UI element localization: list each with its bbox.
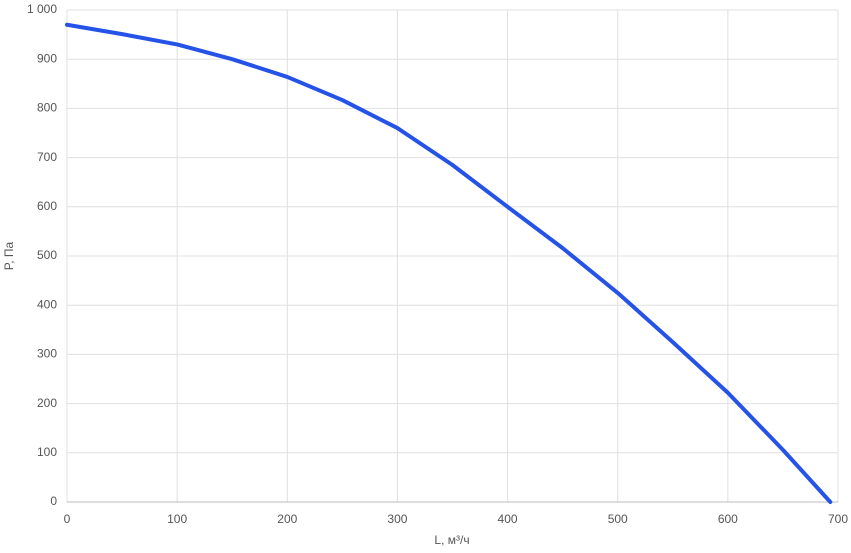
x-tick-label: 400 xyxy=(498,512,518,526)
x-tick-label: 600 xyxy=(718,512,738,526)
y-axis-label: P, Па xyxy=(2,241,16,270)
y-tick-label: 100 xyxy=(37,445,57,459)
y-tick-label: 600 xyxy=(37,199,57,213)
y-tick-label: 700 xyxy=(37,150,57,164)
line-series xyxy=(65,22,833,504)
y-tick-label: 200 xyxy=(37,396,57,410)
x-tick-label: 300 xyxy=(387,512,407,526)
y-tick-label: 1 000 xyxy=(27,2,57,16)
y-tick-label: 0 xyxy=(50,494,57,508)
x-tick-label: 500 xyxy=(608,512,628,526)
y-tick-label: 300 xyxy=(37,347,57,361)
y-tick-label: 500 xyxy=(37,248,57,262)
y-tick-label: 400 xyxy=(37,297,57,311)
x-tick-label: 700 xyxy=(828,512,848,526)
x-tick-label: 0 xyxy=(64,512,71,526)
x-tick-label: 100 xyxy=(167,512,187,526)
y-tick-label: 900 xyxy=(37,51,57,65)
y-tick-label: 800 xyxy=(37,101,57,115)
x-axis-label: L, м³/ч xyxy=(434,533,469,547)
x-tick-label: 200 xyxy=(277,512,297,526)
